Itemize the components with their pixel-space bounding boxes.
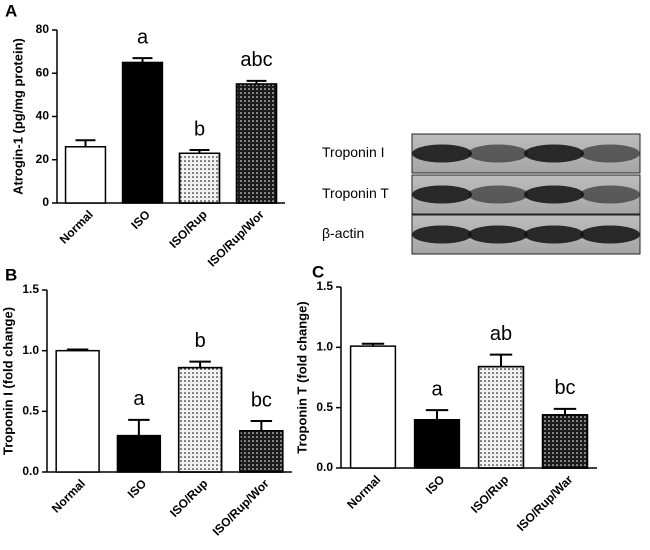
x-tick-label: ISO/Rup/War xyxy=(514,472,576,534)
blot-band xyxy=(580,144,640,163)
annotation: a xyxy=(133,388,145,410)
blot-band xyxy=(580,225,640,244)
annotation: b xyxy=(195,330,206,352)
blot-band xyxy=(468,225,528,244)
x-tick-label: ISO/Rup/Wor xyxy=(205,207,267,269)
bar-pattern xyxy=(239,429,284,473)
x-tick-label: Normal xyxy=(49,476,88,515)
x-tick-label: Normal xyxy=(344,472,383,511)
bar xyxy=(413,418,461,469)
x-tick-label: ISO/Rup/Wor xyxy=(210,476,272,538)
blot-label: Troponin T xyxy=(322,185,389,201)
y-tick-label: 1.0 xyxy=(316,340,333,354)
blot-band xyxy=(468,144,528,163)
annotation: bc xyxy=(554,377,575,399)
bar xyxy=(116,434,162,473)
y-tick-label: 1.0 xyxy=(22,343,39,357)
x-tick-label: ISO/Rup xyxy=(468,472,511,515)
annotation: abc xyxy=(240,49,272,71)
y-tick-label: 0.5 xyxy=(22,404,39,418)
bar-pattern xyxy=(177,366,223,473)
y-tick-label: 0.5 xyxy=(316,400,333,414)
y-tick-label: 20 xyxy=(36,152,50,166)
x-tick-label: ISO/Rup xyxy=(166,207,209,250)
y-tick-label: 1.5 xyxy=(316,279,333,293)
panel-label: C xyxy=(312,262,324,281)
x-tick-label: ISO xyxy=(125,476,150,501)
annotation: a xyxy=(137,26,149,48)
y-axis-label: Troponin I (fold change) xyxy=(0,307,15,455)
annotation: b xyxy=(194,118,205,140)
x-tick-label: ISO xyxy=(128,207,153,232)
bar-pattern xyxy=(178,152,221,204)
y-tick-label: 60 xyxy=(36,65,50,79)
bar xyxy=(55,349,100,473)
blot-label: Troponin I xyxy=(322,144,385,160)
panel-label: A xyxy=(5,1,17,20)
y-tick-label: 0 xyxy=(42,195,49,209)
annotation: bc xyxy=(251,389,272,411)
blot-band xyxy=(524,144,584,163)
y-axis-label: Atrogin-1 (pg/mg protein) xyxy=(10,38,25,195)
y-tick-label: 1.5 xyxy=(22,282,39,296)
blot-band xyxy=(412,185,472,204)
y-axis-label: Troponin T (fold change) xyxy=(294,301,309,453)
y-tick-label: 0.0 xyxy=(316,460,333,474)
x-tick-label: ISO/Rup xyxy=(167,476,210,519)
bar-pattern xyxy=(477,365,525,469)
blot-band xyxy=(524,185,584,204)
x-tick-label: ISO xyxy=(423,472,448,497)
annotation: ab xyxy=(490,323,512,345)
x-tick-label: Normal xyxy=(57,207,96,246)
bar xyxy=(121,61,164,204)
y-tick-label: 40 xyxy=(36,109,50,123)
bar xyxy=(349,345,397,469)
blot-band xyxy=(412,225,472,244)
bar-pattern xyxy=(235,83,278,204)
y-tick-label: 0.0 xyxy=(22,464,39,478)
annotation: a xyxy=(431,378,443,400)
bar-pattern xyxy=(541,414,589,469)
blot-band xyxy=(412,144,472,163)
bar xyxy=(64,146,107,204)
panel-label: B xyxy=(5,265,17,284)
y-tick-label: 80 xyxy=(36,22,50,36)
blot-band xyxy=(468,185,528,204)
blot-band xyxy=(524,225,584,244)
blot-label: β-actin xyxy=(322,225,364,241)
blot-band xyxy=(580,185,640,204)
